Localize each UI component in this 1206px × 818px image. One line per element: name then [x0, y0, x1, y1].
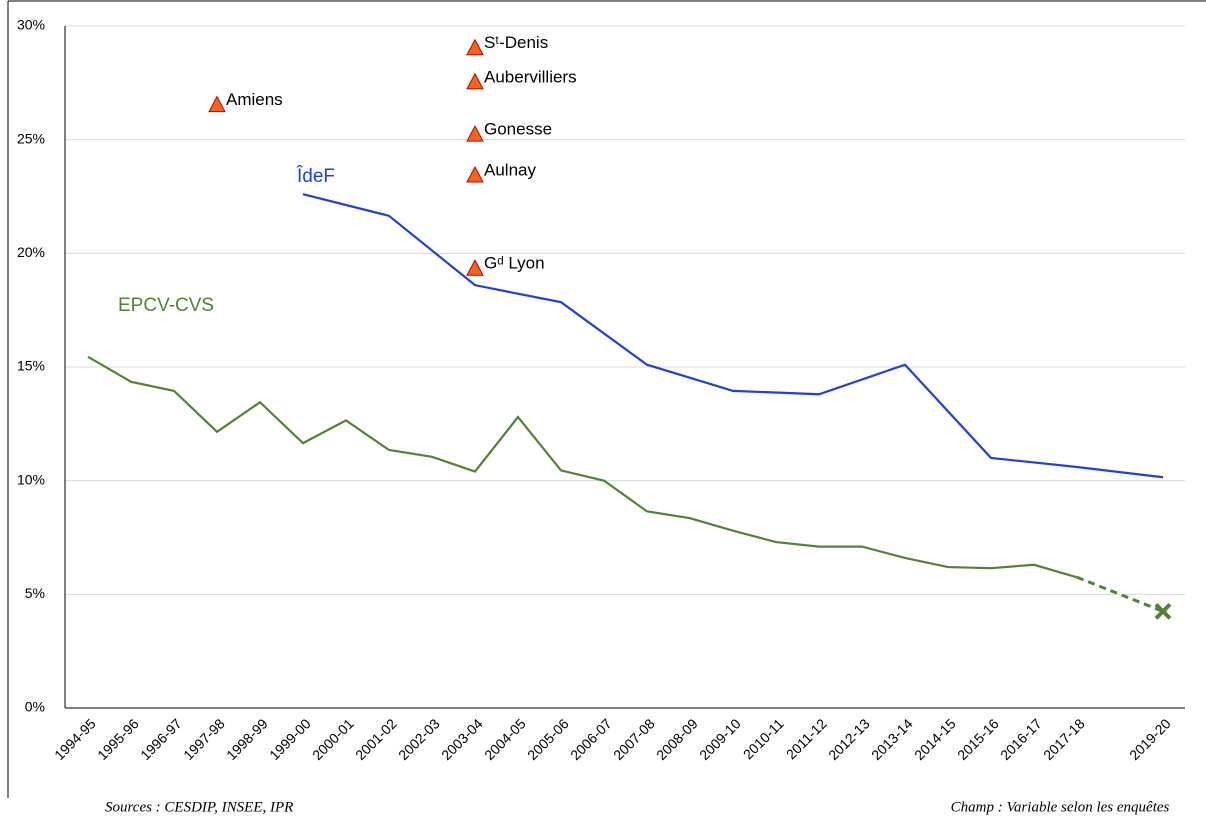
point-label: Sᵗ-Denis [484, 33, 548, 52]
x-tick-label: 2000-01 [309, 715, 357, 763]
x-tick-label: 1995-96 [94, 715, 142, 763]
y-tick-label: 15% [17, 358, 45, 374]
x-tick-label: 2002-03 [395, 715, 443, 763]
point-marker [466, 125, 484, 142]
point-marker [466, 259, 484, 276]
x-tick-label: 2014-15 [911, 715, 959, 763]
point-label: Amiens [226, 90, 283, 109]
point-marker [466, 38, 484, 56]
x-tick-label: 1998-99 [223, 715, 271, 763]
x-tick-label: 2003-04 [438, 715, 486, 763]
x-tick-label: 1994-95 [51, 715, 99, 763]
x-tick-label: 2015-16 [954, 715, 1002, 763]
scope-note: Champ : Variable selon les enquêtes [951, 799, 1170, 815]
series-label: EPCV-CVS [118, 295, 214, 316]
point-label: Aubervilliers [484, 67, 577, 86]
x-tick-label: 2017-18 [1040, 715, 1088, 763]
series-line [302, 193, 1164, 479]
x-tick-label: 2012-13 [825, 715, 873, 763]
y-tick-label: 20% [17, 244, 45, 260]
y-tick-label: 25% [17, 130, 45, 146]
sources-note: Sources : CESDIP, INSEE, IPR [105, 799, 293, 815]
point-marker [208, 95, 226, 113]
y-tick-label: 0% [25, 699, 45, 715]
x-tick-label: 1996-97 [137, 715, 185, 763]
series-line [87, 355, 1078, 579]
x-tick-label: 2010-11 [740, 715, 787, 762]
x-tick-label: 2001-02 [352, 715, 400, 763]
x-tick-label: 1997-98 [180, 715, 228, 763]
x-tick-label: 2008-09 [653, 715, 701, 763]
x-tick-label: 2011-12 [783, 715, 830, 762]
end-marker [1154, 602, 1172, 620]
x-tick-label: 2013-14 [868, 715, 916, 763]
x-tick-label: 2006-07 [567, 715, 615, 763]
point-label: Gᵈ Lyon [484, 254, 545, 273]
point-marker [466, 165, 484, 183]
y-tick-label: 30% [17, 17, 45, 33]
point-marker [466, 72, 484, 90]
x-tick-label: 2007-08 [610, 715, 658, 763]
x-tick-label: 2019-20 [1126, 715, 1174, 763]
y-tick-label: 5% [25, 585, 45, 601]
point-label: Gonesse [484, 120, 552, 139]
x-tick-label: 2004-05 [481, 715, 529, 763]
series-label: ÎdeF [296, 165, 335, 187]
x-tick-label: 2005-06 [524, 715, 572, 763]
x-tick-label: 2016-17 [997, 715, 1045, 763]
y-tick-label: 10% [17, 471, 45, 487]
dashed-bridge [1076, 575, 1164, 613]
x-tick-label: 2009-10 [696, 715, 744, 763]
point-label: Aulnay [484, 161, 536, 180]
x-tick-label: 1999-00 [266, 715, 314, 763]
